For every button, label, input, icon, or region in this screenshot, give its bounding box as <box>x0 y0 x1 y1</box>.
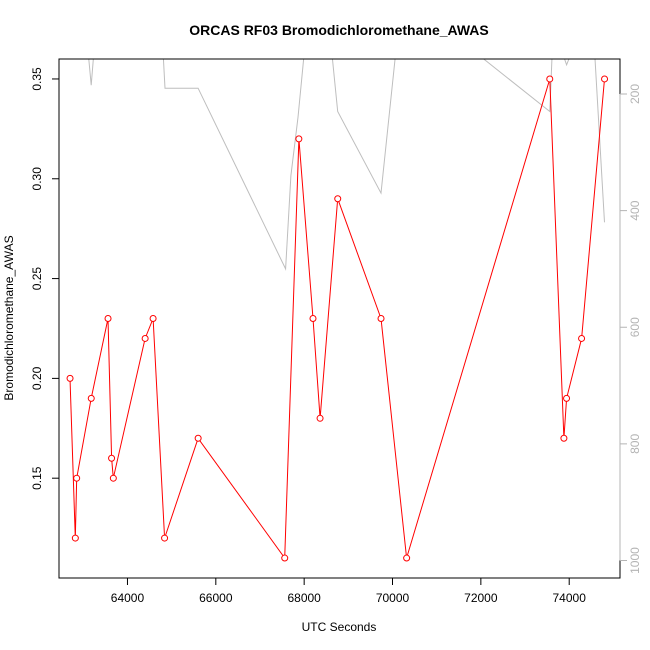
y-axis-label: Bromodichloromethane_AWAS <box>2 235 16 400</box>
data-point <box>334 195 342 203</box>
data-point <box>161 534 169 542</box>
x-tick-label: 74000 <box>553 591 587 605</box>
y2-axis-right: 200 400 600 800 1000 <box>619 84 642 574</box>
data-point <box>281 554 289 562</box>
data-point <box>309 315 317 322</box>
data-point <box>377 315 385 322</box>
data-point <box>601 75 609 83</box>
data-point <box>87 394 95 402</box>
data-point <box>563 394 571 402</box>
x-tick-label: 66000 <box>199 591 233 605</box>
y2-tick-label: 400 <box>628 200 642 220</box>
y-axis: 0.15 0.20 0.25 0.30 0.35 <box>30 67 60 490</box>
x-axis-label: UTC Seconds <box>302 620 377 634</box>
y2-tick-label: 600 <box>628 317 642 337</box>
x-tick-label: 68000 <box>287 591 321 605</box>
data-point <box>66 374 74 382</box>
chart-title: ORCAS RF03 Bromodichloromethane_AWAS <box>189 22 489 38</box>
y-tick-label: 0.35 <box>30 67 44 91</box>
x-tick-label: 72000 <box>464 591 498 605</box>
data-point <box>403 554 411 562</box>
x-tick-label: 70000 <box>376 591 410 605</box>
data-point <box>194 434 202 442</box>
y2-tick-label: 800 <box>628 434 642 454</box>
y-tick-label: 0.30 <box>30 167 44 191</box>
series-layer <box>66 59 609 562</box>
data-point <box>560 434 568 442</box>
y-tick-label: 0.25 <box>30 267 44 291</box>
y2-tick-label: 200 <box>628 84 642 104</box>
data-point <box>104 315 112 322</box>
y2-tick-label: 1000 <box>628 547 642 574</box>
y-tick-label: 0.15 <box>30 466 44 490</box>
pressure-series-line <box>88 59 605 271</box>
data-point <box>109 474 117 482</box>
data-point <box>578 334 586 342</box>
data-point <box>149 315 157 322</box>
x-axis: 64000 66000 68000 70000 72000 74000 <box>111 577 587 605</box>
plot-frame <box>58 58 621 579</box>
data-point <box>141 334 149 342</box>
data-point <box>295 135 303 143</box>
data-point <box>108 454 116 462</box>
data-point <box>71 534 79 542</box>
x-tick-label: 64000 <box>111 591 145 605</box>
y-tick-label: 0.20 <box>30 366 44 390</box>
data-point <box>73 474 81 482</box>
data-point <box>546 75 554 83</box>
data-point <box>316 414 324 422</box>
